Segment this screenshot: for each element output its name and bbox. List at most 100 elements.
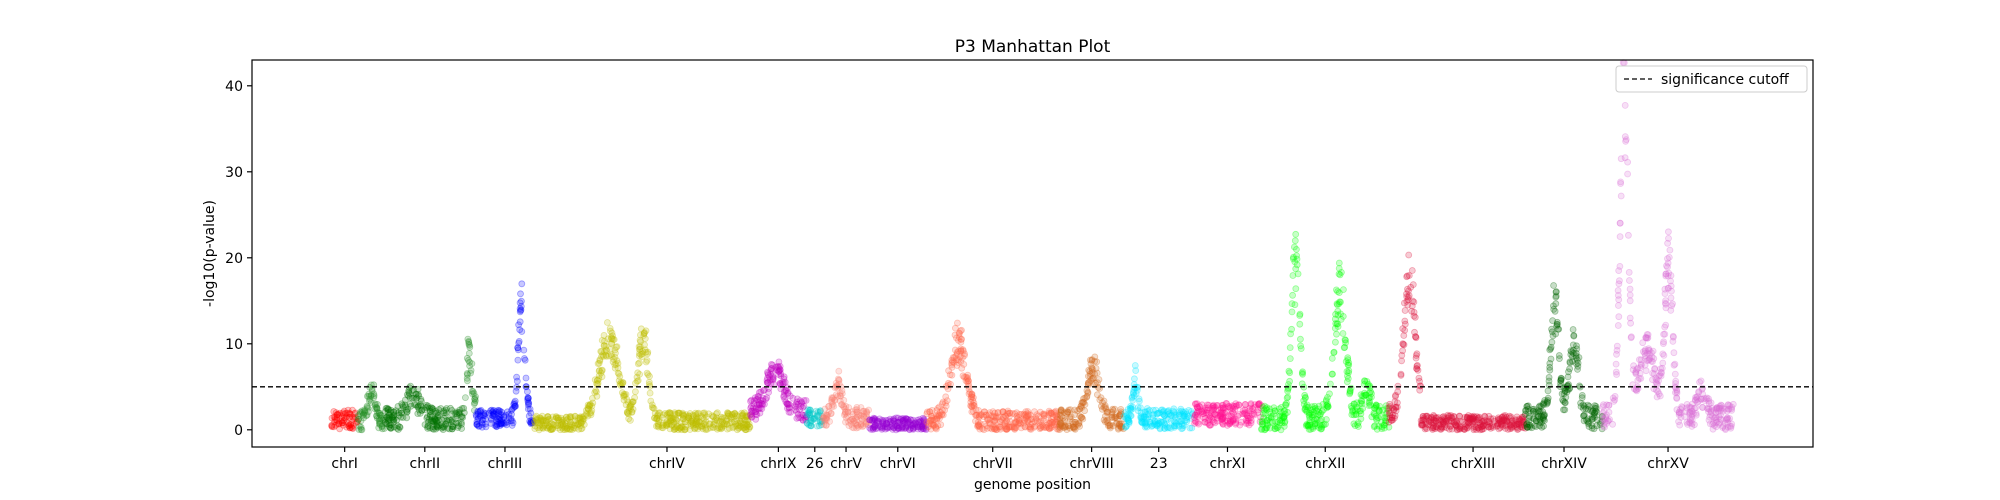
data-point xyxy=(347,421,355,429)
data-point xyxy=(579,415,587,423)
data-point xyxy=(603,347,610,355)
data-point xyxy=(515,339,523,347)
data-point xyxy=(464,356,472,364)
data-point xyxy=(564,415,572,423)
data-point xyxy=(864,421,872,429)
data-point xyxy=(510,400,518,408)
data-point xyxy=(460,404,468,412)
data-point xyxy=(348,406,356,414)
data-point xyxy=(428,404,435,412)
y-tick-label: 0 xyxy=(234,423,243,439)
data-point xyxy=(576,414,584,422)
data-point xyxy=(982,411,990,419)
data-point xyxy=(537,424,544,432)
data-point xyxy=(746,412,753,420)
data-point xyxy=(358,408,366,416)
data-point xyxy=(602,346,610,354)
data-point xyxy=(909,424,917,432)
data-point xyxy=(478,419,486,427)
data-point xyxy=(496,416,503,424)
data-point xyxy=(521,355,528,362)
data-point xyxy=(430,425,438,433)
data-point xyxy=(803,411,811,419)
data-point xyxy=(807,414,815,422)
data-point xyxy=(1291,243,1298,251)
data-point xyxy=(654,422,662,430)
data-point xyxy=(750,407,757,415)
data-point xyxy=(863,418,871,426)
data-point xyxy=(336,409,344,417)
data-point xyxy=(867,425,875,433)
data-point xyxy=(775,371,782,378)
data-point xyxy=(727,415,735,423)
data-point xyxy=(886,415,894,423)
data-point xyxy=(775,367,783,375)
data-point xyxy=(692,424,700,431)
data-point xyxy=(1529,407,1537,415)
data-point xyxy=(498,419,506,427)
data-point xyxy=(794,395,801,403)
data-point xyxy=(1614,322,1622,329)
data-point xyxy=(857,422,865,429)
data-point xyxy=(558,424,566,432)
data-point xyxy=(1401,317,1409,325)
data-point xyxy=(617,379,625,387)
data-point xyxy=(1131,384,1138,392)
data-point xyxy=(725,424,733,432)
data-point xyxy=(516,326,524,334)
data-point xyxy=(588,402,596,410)
data-point xyxy=(872,421,879,429)
data-point xyxy=(742,422,750,430)
data-point xyxy=(693,420,701,427)
data-point xyxy=(692,411,700,419)
data-point xyxy=(575,419,583,427)
data-point xyxy=(376,409,383,417)
y-tick-label: 40 xyxy=(225,79,243,95)
data-point xyxy=(471,394,479,402)
data-point xyxy=(332,409,340,417)
data-point xyxy=(571,417,579,425)
data-point xyxy=(723,425,731,433)
data-point xyxy=(1091,357,1099,365)
data-point xyxy=(440,422,448,430)
data-point xyxy=(548,424,556,432)
data-point xyxy=(421,406,429,414)
data-point xyxy=(614,364,622,372)
data-point xyxy=(438,424,446,432)
data-point xyxy=(547,426,555,434)
data-point xyxy=(495,410,503,418)
data-point xyxy=(641,335,649,343)
data-point xyxy=(1666,246,1674,254)
data-point xyxy=(1667,306,1675,314)
data-point xyxy=(880,417,887,425)
data-point xyxy=(527,420,535,428)
data-point xyxy=(1017,424,1025,432)
data-point xyxy=(1544,387,1552,395)
data-point xyxy=(642,327,650,335)
data-point xyxy=(541,421,549,429)
data-point xyxy=(1566,358,1574,366)
data-point xyxy=(513,377,521,385)
data-point xyxy=(901,420,908,427)
data-point xyxy=(602,351,610,359)
data-point xyxy=(385,411,393,419)
data-point xyxy=(585,405,592,413)
data-point xyxy=(927,416,935,424)
data-point xyxy=(663,422,671,429)
data-point xyxy=(558,417,566,425)
data-point xyxy=(836,389,844,397)
x-axis: chrI chrII chrIII chrIV chrIX 26 chrV chrVI chrV… xyxy=(331,447,1689,472)
data-point xyxy=(339,410,347,418)
data-point xyxy=(904,419,911,427)
x-tick-label: 26 xyxy=(806,456,824,472)
data-point xyxy=(998,416,1006,424)
data-point xyxy=(520,346,528,354)
data-point xyxy=(1291,301,1299,309)
data-point xyxy=(816,418,824,426)
data-point xyxy=(556,426,564,434)
data-point xyxy=(489,412,497,420)
data-point xyxy=(552,414,560,422)
x-tick-label: chrXV xyxy=(1647,456,1689,472)
data-point xyxy=(958,364,966,372)
data-point xyxy=(823,415,831,423)
